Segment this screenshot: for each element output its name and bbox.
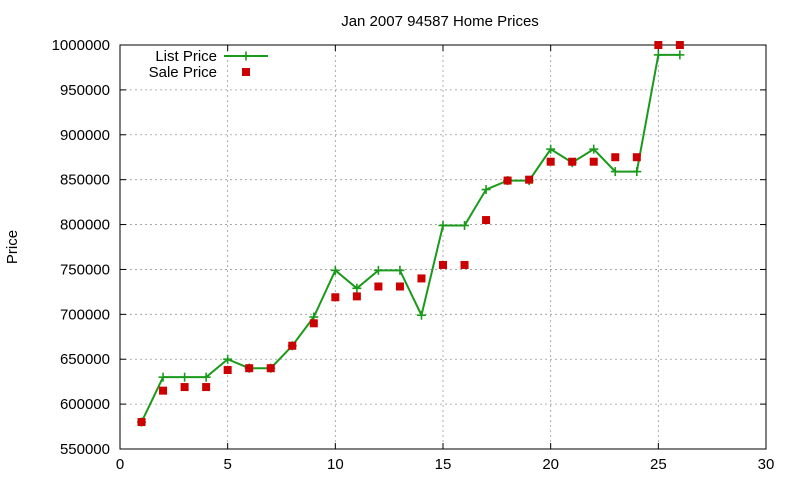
data-point [202, 383, 211, 392]
data-point [416, 310, 426, 320]
x-tick-label: 25 [650, 456, 667, 473]
legend-swatch-marker [242, 68, 250, 76]
x-tick-label: 20 [542, 456, 559, 473]
data-point [373, 265, 383, 275]
y-tick-label: 750000 [60, 261, 110, 278]
data-point [632, 153, 641, 162]
data-point [589, 144, 599, 154]
series-sale-price [137, 41, 684, 427]
legend-label: List Price [155, 48, 217, 65]
data-point [223, 365, 232, 374]
series-list-price [137, 50, 685, 427]
data-point [330, 265, 340, 275]
x-tick-label: 5 [223, 456, 231, 473]
y-tick-label: 800000 [60, 217, 110, 234]
y-axis-label: Price [4, 230, 21, 264]
data-point [632, 167, 642, 177]
data-point [653, 50, 663, 60]
data-point [481, 185, 491, 195]
x-tick-label: 15 [435, 456, 452, 473]
series-layer [137, 41, 685, 427]
data-point [266, 364, 275, 373]
data-point [245, 364, 254, 373]
data-point [137, 418, 146, 427]
data-point [417, 274, 426, 283]
y-tick-label: 650000 [60, 351, 110, 368]
y-tick-label: 1000000 [52, 37, 110, 54]
data-point [568, 157, 577, 166]
data-point [309, 319, 318, 328]
y-tick-label: 950000 [60, 82, 110, 99]
data-point [460, 220, 470, 230]
data-point [503, 176, 512, 185]
data-point [395, 265, 405, 275]
data-point [610, 167, 620, 177]
data-point [525, 175, 534, 184]
data-point [395, 282, 404, 291]
data-point [158, 372, 168, 382]
x-axis: 0 5 10 15 20 25 30 [116, 45, 775, 473]
legend-swatch-marker [241, 51, 251, 61]
data-point [675, 50, 685, 60]
y-axis: 550000 600000 650000 700000 750000 800000 8500… [52, 37, 766, 458]
data-point [589, 157, 598, 166]
data-point [331, 293, 340, 302]
data-point [374, 282, 383, 291]
grid-lines [120, 45, 766, 449]
y-tick-label: 850000 [60, 172, 110, 189]
legend-label: Sale Price [149, 64, 217, 81]
data-point [546, 157, 555, 166]
data-point [482, 216, 491, 225]
chart-title: Jan 2007 94587 Home Prices [341, 13, 539, 30]
data-point [611, 153, 620, 162]
data-point [460, 260, 469, 269]
data-point [438, 220, 448, 230]
data-point [288, 341, 297, 350]
series-line [140, 53, 680, 423]
data-point [180, 383, 189, 392]
data-point [675, 41, 684, 49]
data-point [201, 372, 211, 382]
y-tick-label: 600000 [60, 396, 110, 413]
x-tick-label: 0 [116, 456, 124, 473]
y-tick-label: 550000 [60, 441, 110, 458]
y-tick-label: 700000 [60, 306, 110, 323]
y-tick-label: 900000 [60, 127, 110, 144]
data-point [654, 41, 663, 49]
data-point [352, 283, 362, 293]
data-point [159, 386, 168, 395]
x-tick-label: 10 [327, 456, 344, 473]
data-point [180, 372, 190, 382]
data-point [546, 144, 556, 154]
data-point [223, 354, 233, 364]
data-point [352, 292, 361, 301]
data-point [439, 260, 447, 269]
x-tick-label: 30 [758, 456, 775, 473]
